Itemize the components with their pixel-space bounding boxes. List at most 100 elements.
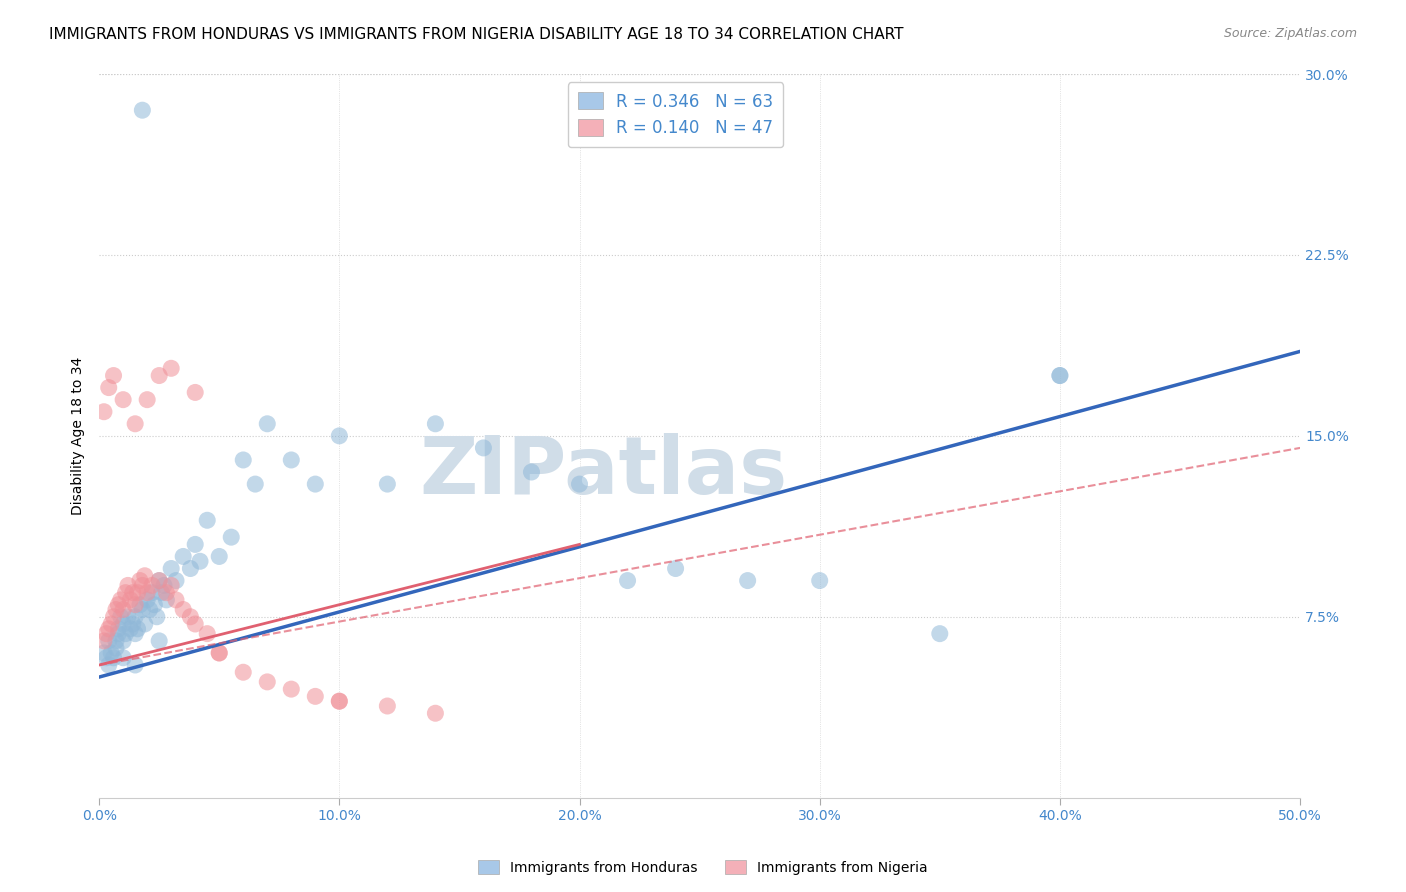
Point <box>184 537 207 551</box>
Point <box>232 453 254 467</box>
Point <box>520 465 543 479</box>
Point <box>120 593 142 607</box>
Point <box>124 417 146 431</box>
Point <box>124 609 146 624</box>
Text: Source: ZipAtlas.com: Source: ZipAtlas.com <box>1223 27 1357 40</box>
Point <box>127 622 149 636</box>
Point <box>172 602 194 616</box>
Point <box>97 381 120 395</box>
Point <box>112 602 135 616</box>
Point <box>616 574 638 588</box>
Point <box>148 633 170 648</box>
Point <box>107 622 129 636</box>
Point <box>328 694 350 708</box>
Point <box>127 585 149 599</box>
Point <box>165 593 187 607</box>
Point <box>141 585 163 599</box>
Text: ZIPatlas: ZIPatlas <box>419 433 787 511</box>
Point <box>172 549 194 564</box>
Point <box>103 368 125 383</box>
Point <box>208 646 231 660</box>
Point <box>93 405 115 419</box>
Point <box>280 682 302 697</box>
Point <box>97 658 120 673</box>
Point <box>107 626 129 640</box>
Point <box>134 568 156 582</box>
Point <box>141 578 163 592</box>
Point <box>155 593 177 607</box>
Point <box>129 598 152 612</box>
Point <box>96 650 118 665</box>
Point <box>117 609 139 624</box>
Point <box>96 626 118 640</box>
Point <box>100 617 122 632</box>
Point <box>165 574 187 588</box>
Point <box>104 633 127 648</box>
Point <box>131 103 153 118</box>
Point <box>114 626 136 640</box>
Point <box>112 650 135 665</box>
Point <box>232 665 254 680</box>
Legend: R = 0.346   N = 63, R = 0.140   N = 47: R = 0.346 N = 63, R = 0.140 N = 47 <box>568 82 783 147</box>
Point <box>377 477 399 491</box>
Point <box>121 617 143 632</box>
Point <box>112 633 135 648</box>
Point <box>425 706 447 721</box>
Point <box>120 622 142 636</box>
Point <box>195 513 218 527</box>
Point <box>304 690 326 704</box>
Point <box>136 585 159 599</box>
Point <box>100 646 122 660</box>
Point <box>131 578 153 592</box>
Point <box>304 477 326 491</box>
Point <box>148 574 170 588</box>
Point <box>110 593 132 607</box>
Point <box>1049 368 1071 383</box>
Point <box>153 578 176 592</box>
Y-axis label: Disability Age 18 to 34: Disability Age 18 to 34 <box>72 357 86 515</box>
Point <box>124 598 146 612</box>
Point <box>110 609 132 624</box>
Point <box>155 585 177 599</box>
Point <box>104 602 127 616</box>
Point <box>93 633 115 648</box>
Point <box>160 361 183 376</box>
Point <box>129 574 152 588</box>
Point <box>1049 368 1071 383</box>
Point <box>219 530 242 544</box>
Point <box>425 417 447 431</box>
Point <box>148 574 170 588</box>
Point <box>97 633 120 648</box>
Point <box>97 622 120 636</box>
Point <box>808 574 831 588</box>
Point <box>136 593 159 607</box>
Point <box>568 477 591 491</box>
Point <box>121 585 143 599</box>
Point <box>737 574 759 588</box>
Point <box>114 585 136 599</box>
Point <box>280 453 302 467</box>
Point <box>665 561 688 575</box>
Point <box>184 617 207 632</box>
Point <box>256 417 278 431</box>
Point <box>103 650 125 665</box>
Point <box>124 658 146 673</box>
Point <box>208 549 231 564</box>
Point <box>377 698 399 713</box>
Point <box>107 598 129 612</box>
Point <box>160 561 183 575</box>
Point <box>112 392 135 407</box>
Point <box>160 578 183 592</box>
Legend: Immigrants from Honduras, Immigrants from Nigeria: Immigrants from Honduras, Immigrants fro… <box>472 855 934 880</box>
Point <box>136 392 159 407</box>
Point <box>124 626 146 640</box>
Point <box>245 477 267 491</box>
Point <box>184 385 207 400</box>
Point <box>93 646 115 660</box>
Point <box>112 617 135 632</box>
Point <box>104 641 127 656</box>
Point <box>103 609 125 624</box>
Point <box>143 598 166 612</box>
Point <box>138 602 160 616</box>
Text: IMMIGRANTS FROM HONDURAS VS IMMIGRANTS FROM NIGERIA DISABILITY AGE 18 TO 34 CORR: IMMIGRANTS FROM HONDURAS VS IMMIGRANTS F… <box>49 27 904 42</box>
